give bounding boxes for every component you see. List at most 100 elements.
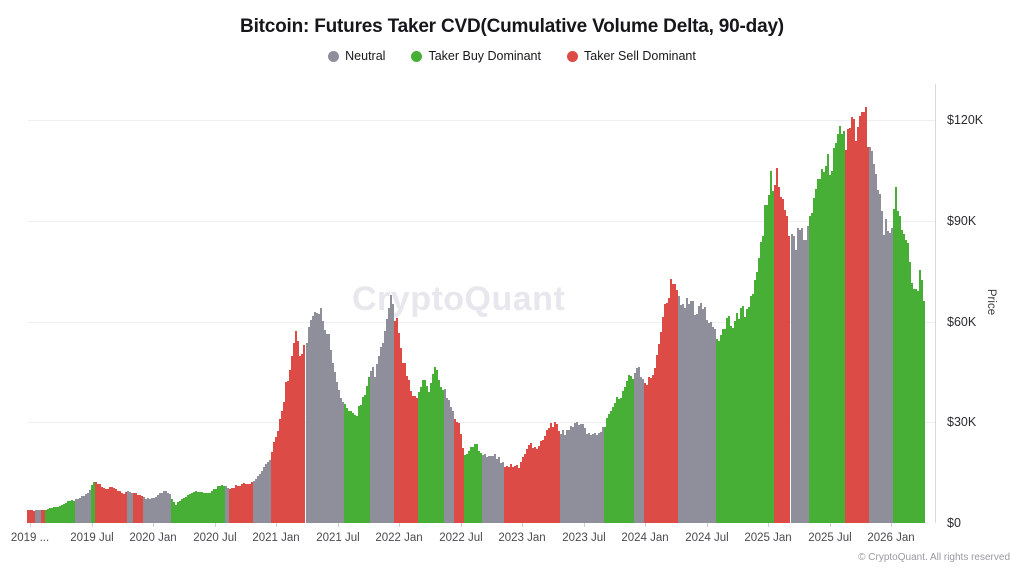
cvd-bar	[410, 390, 412, 523]
cvd-bar	[857, 127, 859, 523]
cvd-bar	[181, 498, 183, 523]
cvd-bar	[666, 303, 668, 523]
cvd-bar	[476, 444, 478, 523]
cvd-bar	[223, 485, 225, 523]
cvd-bar	[919, 269, 921, 523]
cvd-bar	[295, 331, 297, 523]
cvd-bar	[233, 487, 235, 523]
cvd-bar	[845, 150, 847, 523]
cvd-bar	[774, 184, 776, 523]
cvd-bar	[75, 499, 77, 523]
cvd-bar	[33, 510, 35, 523]
cvd-bar	[712, 327, 714, 523]
cvd-bar	[586, 433, 588, 523]
cvd-bar	[185, 496, 187, 523]
cvd-bar	[582, 424, 584, 523]
cvd-bar	[662, 316, 664, 523]
cvd-bar	[791, 234, 793, 523]
neutral-dot-icon	[328, 50, 340, 62]
cvd-bar	[105, 488, 107, 523]
cvd-bar	[366, 385, 368, 523]
cvd-bar	[827, 154, 829, 523]
copyright-footer: © CryptoQuant. All rights reserved	[858, 552, 1010, 563]
cvd-bar	[243, 483, 245, 523]
cvd-bar	[644, 383, 646, 523]
cvd-bar	[67, 501, 69, 523]
cvd-bar	[706, 320, 708, 523]
cvd-bar	[111, 486, 113, 523]
cvd-bar	[614, 403, 616, 523]
cvd-bar	[656, 355, 658, 523]
cvd-bar	[426, 385, 428, 523]
cvd-bar	[400, 347, 402, 523]
cvd-bar	[446, 398, 448, 523]
cvd-bar	[221, 485, 223, 523]
taker-buy-dot-icon	[411, 50, 423, 62]
cvd-bar	[147, 498, 149, 523]
legend-item-neutral[interactable]: Neutral	[328, 49, 385, 63]
cvd-bar	[350, 411, 352, 523]
cvd-bar	[87, 492, 89, 523]
cvd-bar	[867, 147, 869, 523]
cvd-bar	[678, 295, 680, 523]
cvd-bar	[776, 167, 778, 523]
cvd-bar	[464, 454, 466, 523]
cvd-bar	[77, 499, 79, 523]
cvd-bar	[825, 166, 827, 523]
cvd-bar	[911, 282, 913, 523]
cvd-bar	[414, 396, 416, 523]
x-axis-label: 2020 Jan	[129, 532, 177, 544]
cvd-bar	[396, 318, 398, 523]
cvd-bar	[726, 317, 728, 523]
x-axis-tick	[399, 523, 400, 527]
cvd-bar	[690, 301, 692, 523]
cvd-bar	[738, 318, 740, 523]
cvd-bar	[496, 458, 498, 523]
cvd-bar	[474, 443, 476, 523]
cvd-bar	[364, 394, 366, 523]
x-axis-label: 2023 Jul	[562, 532, 606, 544]
cvd-bar	[418, 391, 420, 523]
cvd-bar	[628, 374, 630, 523]
cvd-bar	[534, 446, 536, 523]
cvd-bar	[612, 406, 614, 523]
cvd-bar	[308, 327, 310, 523]
cvd-bar	[634, 373, 636, 523]
cvd-bar	[125, 491, 127, 523]
cvd-bar	[770, 170, 772, 523]
cvd-bar	[538, 446, 540, 523]
cvd-bar	[175, 504, 177, 523]
cvd-bar	[163, 491, 165, 523]
cvd-bar	[744, 317, 746, 523]
cvd-bar	[404, 362, 406, 523]
x-axis-label: 2024 Jan	[621, 532, 669, 544]
cvd-bar	[580, 424, 582, 523]
cvd-bar	[544, 435, 546, 523]
cvd-bar	[81, 495, 83, 523]
cvd-bar	[616, 397, 618, 523]
cvd-bar	[879, 194, 881, 523]
cvd-bar	[819, 178, 821, 523]
legend-item-taker-sell[interactable]: Taker Sell Dominant	[567, 49, 696, 63]
cvd-bar	[382, 342, 384, 523]
legend-item-taker-buy[interactable]: Taker Buy Dominant	[411, 49, 541, 63]
cvd-bar	[135, 493, 137, 523]
cvd-bar	[871, 151, 873, 523]
cvd-bar	[847, 128, 849, 523]
cvd-bar	[526, 449, 528, 523]
cvd-bar	[376, 363, 378, 523]
chart-title: Bitcoin: Futures Taker CVD(Cumulative Vo…	[240, 16, 784, 37]
cvd-bar	[592, 434, 594, 523]
cvd-bar	[177, 502, 179, 523]
cvd-bar	[61, 505, 63, 523]
cvd-bar	[710, 322, 712, 523]
cvd-bar	[145, 498, 147, 523]
x-axis-tick	[153, 523, 154, 527]
cvd-bar	[127, 491, 129, 523]
cvd-bar	[55, 507, 57, 523]
cvd-bar	[488, 456, 490, 523]
cvd-bar	[799, 229, 801, 523]
cvd-bar	[865, 106, 867, 523]
cvd-bar	[297, 341, 299, 523]
